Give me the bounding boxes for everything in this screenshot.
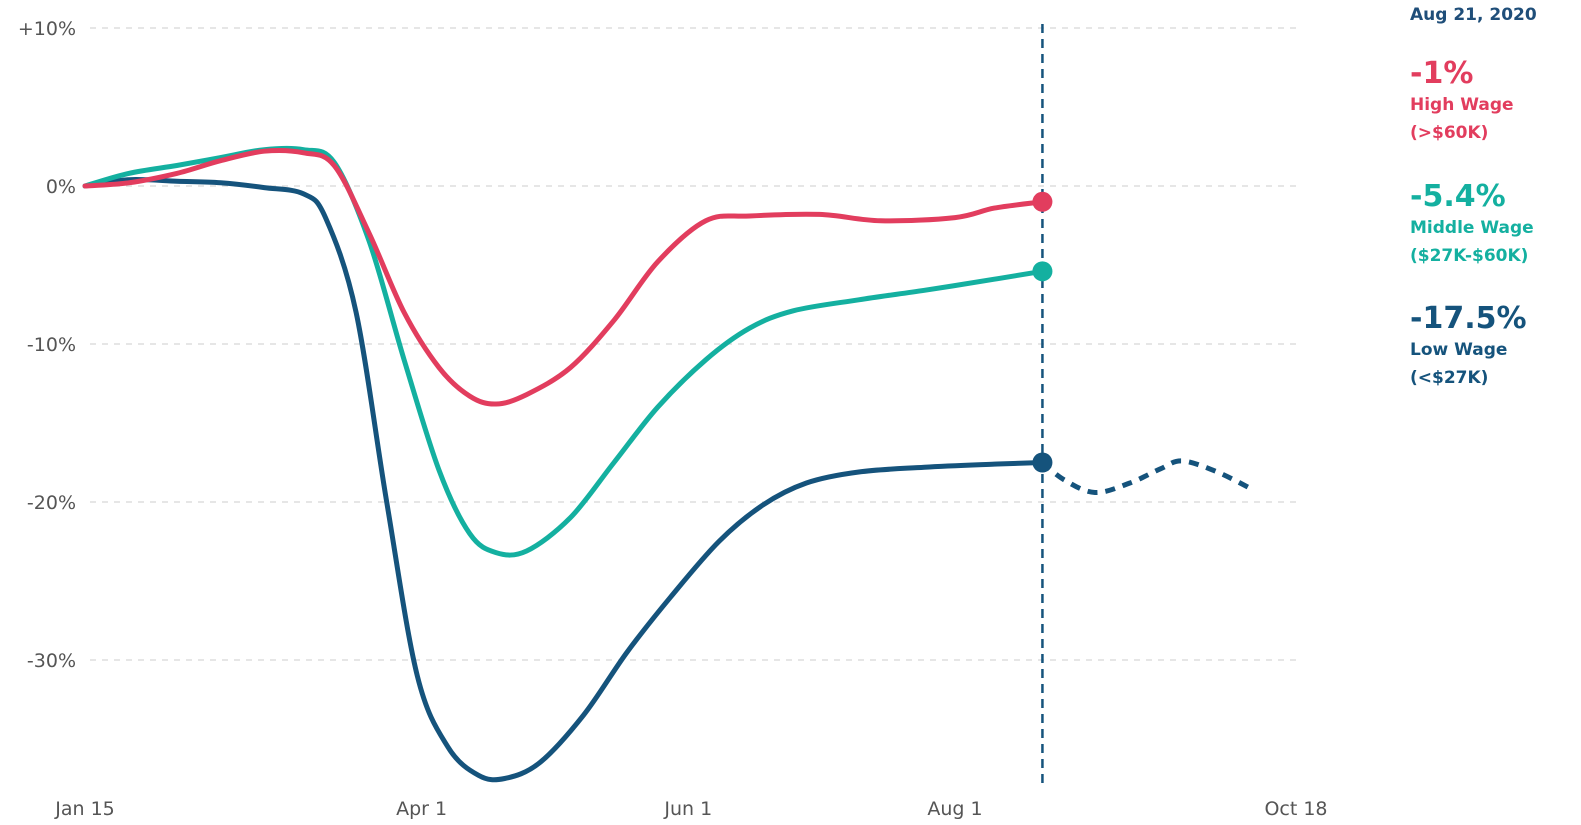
forecast-line-low-wage	[1040, 458, 1254, 496]
y-tick-label: 0%	[46, 176, 76, 198]
y-tick-label: +10%	[18, 18, 76, 40]
legend-middle-wage-range: ($27K-$60K)	[1410, 246, 1529, 266]
legend-date: Aug 21, 2020	[1410, 5, 1537, 25]
legend-middle-wage: -5.4% Middle Wage ($27K-$60K)	[1410, 180, 1534, 270]
y-tick-label: -30%	[27, 650, 76, 672]
x-tick-label: Jun 1	[663, 798, 712, 820]
x-axis-ticks: Jan 15 Apr 1 Jun 1 Aug 1 Oct 18	[54, 798, 1327, 820]
y-tick-label: -10%	[27, 334, 76, 356]
series-end-dot-high-wage	[1032, 191, 1053, 212]
series-lines	[82, 145, 1254, 783]
series-line-low-wage	[82, 177, 1045, 783]
x-tick-label: Oct 18	[1264, 798, 1327, 820]
legend-low-wage-range: (<$27K)	[1410, 368, 1489, 388]
legend-low-wage-label: Low Wage	[1410, 340, 1508, 360]
legend-high-wage-value: -1%	[1410, 56, 1474, 91]
legend-middle-wage-label: Middle Wage	[1410, 218, 1534, 238]
legend-low-wage-value: -17.5%	[1410, 301, 1527, 336]
y-tick-label: -20%	[27, 492, 76, 514]
legend-low-wage: -17.5% Low Wage (<$27K)	[1410, 302, 1527, 392]
series-line-middle-wage	[82, 145, 1045, 558]
legend-high-wage-range: (>$60K)	[1410, 123, 1489, 143]
x-tick-label: Apr 1	[396, 798, 447, 820]
series-line-high-wage	[82, 148, 1045, 407]
x-tick-label: Jan 15	[54, 798, 115, 820]
legend-middle-wage-value: -5.4%	[1410, 179, 1506, 214]
legend-high-wage: -1% High Wage (>$60K)	[1410, 57, 1514, 147]
series-end-points	[1032, 191, 1053, 473]
legend-high-wage-label: High Wage	[1410, 95, 1514, 115]
grid-lines	[90, 27, 1296, 661]
y-axis-ticks: +10% 0% -10% -20% -30%	[18, 18, 76, 672]
x-tick-label: Aug 1	[927, 798, 982, 820]
series-end-dot-low-wage	[1032, 452, 1053, 473]
series-end-dot-middle-wage	[1032, 261, 1053, 282]
